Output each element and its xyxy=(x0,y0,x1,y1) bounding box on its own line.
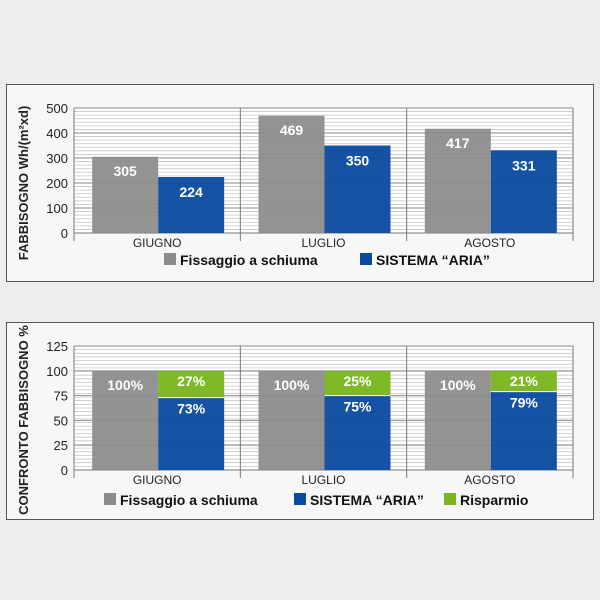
bar-1-s2-luglio xyxy=(324,370,391,396)
y-axis-label: FABBISOGNO Wh/(m²xd) xyxy=(16,106,31,261)
y-tick-label: 50 xyxy=(54,413,68,428)
legend-label: SISTEMA “ARIA” xyxy=(376,252,490,268)
data-label: 21% xyxy=(510,373,539,389)
y-axis-label: CONFRONTO FABBISOGNO % xyxy=(16,325,31,515)
bar-0-s0-giugno xyxy=(92,156,159,233)
x-tick-label: GIUGNO xyxy=(133,236,182,250)
data-label: 417 xyxy=(446,135,470,151)
legend-label: SISTEMA “ARIA” xyxy=(310,492,424,508)
y-tick-label: 0 xyxy=(61,463,68,478)
bar-1-s2-giugno xyxy=(158,370,225,398)
data-label: 100% xyxy=(274,377,310,393)
y-tick-label: 400 xyxy=(46,126,68,141)
y-tick-label: 125 xyxy=(46,339,68,354)
bar-1-s2-agosto xyxy=(490,370,557,392)
x-tick-label: AGOSTO xyxy=(464,473,515,487)
bar-1-s1-giugno xyxy=(158,397,225,470)
data-label: 469 xyxy=(280,122,304,138)
y-tick-label: 0 xyxy=(61,226,68,241)
bar-1-s0-giugno xyxy=(92,370,159,470)
y-tick-label: 500 xyxy=(46,101,68,116)
y-tick-label: 100 xyxy=(46,201,68,216)
y-tick-label: 75 xyxy=(54,389,68,404)
data-label: 100% xyxy=(107,377,143,393)
data-label: 331 xyxy=(512,157,536,173)
data-label: 73% xyxy=(177,401,206,417)
bar-1-s1-agosto xyxy=(490,391,557,470)
data-label: 100% xyxy=(440,377,476,393)
data-label: 25% xyxy=(343,373,372,389)
y-tick-label: 25 xyxy=(54,438,68,453)
x-tick-label: LUGLIO xyxy=(301,236,345,250)
bar-1-s0-luglio xyxy=(258,370,325,470)
legend-swatch-0 xyxy=(164,253,176,265)
y-tick-label: 100 xyxy=(46,364,68,379)
bar-0-s0-luglio xyxy=(258,115,325,233)
bar-1-s0-agosto xyxy=(424,370,491,470)
data-label: 305 xyxy=(113,163,137,179)
bar-0-s1-luglio xyxy=(324,145,391,233)
legend-label: Fissaggio a schiuma xyxy=(180,252,318,268)
legend-swatch-0 xyxy=(104,493,116,505)
data-label: 224 xyxy=(179,184,203,200)
y-tick-label: 200 xyxy=(46,176,68,191)
bar-1-s1-luglio xyxy=(324,395,391,470)
legend-label: Fissaggio a schiuma xyxy=(120,492,258,508)
legend-swatch-1 xyxy=(294,493,306,505)
y-tick-label: 300 xyxy=(46,151,68,166)
legend-swatch-2 xyxy=(444,493,456,505)
bar-0-s1-giugno xyxy=(158,177,225,233)
x-tick-label: GIUGNO xyxy=(133,473,182,487)
bar-0-s1-agosto xyxy=(490,150,557,233)
x-tick-label: LUGLIO xyxy=(301,473,345,487)
data-label: 75% xyxy=(343,399,372,415)
x-tick-label: AGOSTO xyxy=(464,236,515,250)
legend-swatch-1 xyxy=(360,253,372,265)
data-label: 27% xyxy=(177,373,206,389)
legend-label: Risparmio xyxy=(460,492,528,508)
data-label: 79% xyxy=(510,395,539,411)
data-label: 350 xyxy=(346,153,370,169)
bar-0-s0-agosto xyxy=(424,128,491,233)
